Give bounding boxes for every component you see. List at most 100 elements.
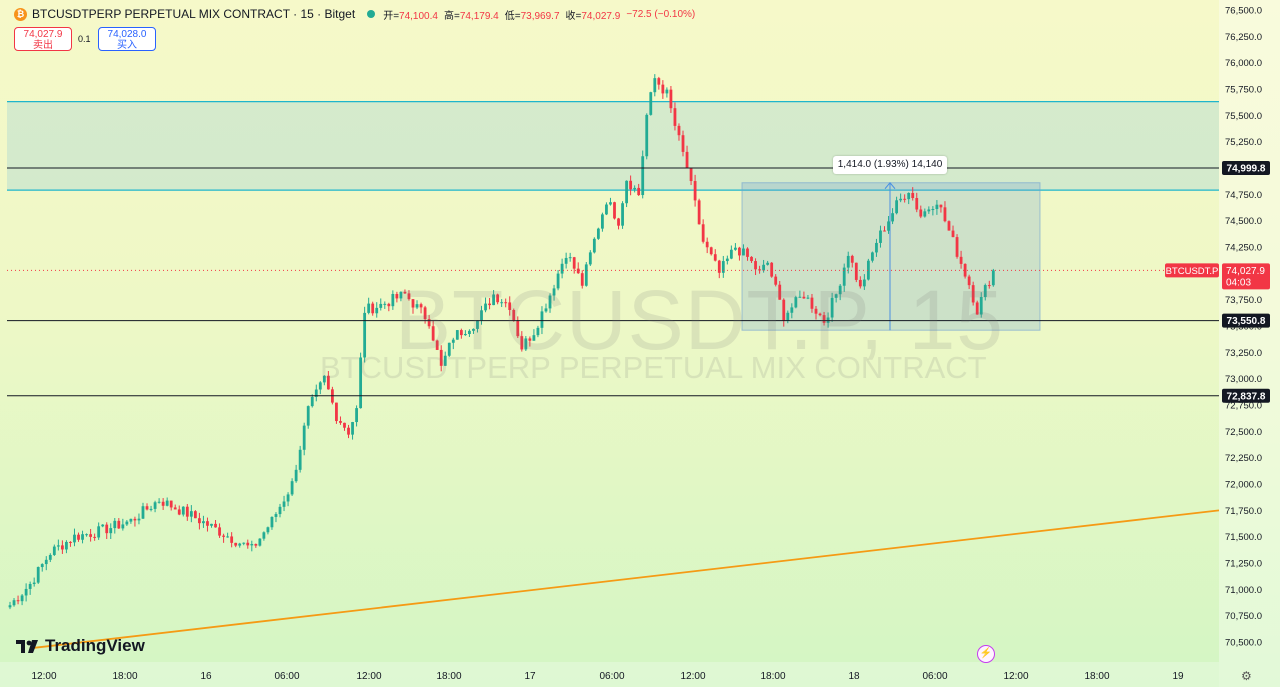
candle-body: [185, 506, 189, 517]
tradingview-logo[interactable]: TradingView: [16, 636, 145, 656]
last-price-tag: [1222, 263, 1270, 290]
price-tick-label: 71,250.0: [1225, 559, 1262, 570]
candle: [504, 298, 508, 308]
candle-body: [157, 501, 161, 503]
candle-body: [879, 230, 882, 243]
candle: [862, 274, 866, 290]
candle: [73, 528, 76, 547]
candle: [685, 145, 689, 169]
candle-body: [717, 260, 721, 273]
sell-button[interactable]: 74,027.9 卖出: [14, 27, 72, 51]
candle-body: [854, 262, 858, 280]
candle: [169, 500, 173, 511]
candle: [246, 539, 250, 549]
candle-body: [645, 114, 649, 157]
candle-body: [810, 297, 814, 309]
candle-body: [979, 297, 983, 315]
candle: [576, 262, 580, 274]
level-price-label: 74,999.8: [1227, 164, 1266, 175]
candle-body: [254, 544, 258, 546]
time-tick-label: 18:00: [436, 671, 461, 682]
candle-body: [258, 538, 262, 546]
candle: [129, 518, 133, 524]
candle: [770, 262, 774, 278]
candle: [750, 256, 753, 263]
candle-body: [371, 303, 375, 314]
candle-body: [818, 313, 822, 316]
candle: [621, 201, 624, 229]
candle: [44, 556, 48, 571]
candle: [649, 91, 653, 116]
candle-body: [351, 422, 354, 435]
candle-body: [149, 508, 153, 510]
candle-body: [625, 180, 628, 204]
candle-body: [20, 595, 24, 602]
candle: [580, 270, 584, 289]
candle: [822, 311, 826, 326]
candle-body: [963, 263, 967, 277]
candle: [468, 329, 471, 337]
candle: [814, 306, 818, 320]
candle: [588, 250, 592, 266]
candle-body: [641, 156, 645, 196]
candle-body: [725, 258, 729, 262]
candle-body: [770, 262, 774, 277]
candle-body: [540, 311, 544, 328]
candle: [85, 533, 88, 537]
candle-body: [975, 302, 979, 315]
candle-body: [282, 501, 286, 507]
candle: [838, 283, 842, 301]
time-tick-label: 18:00: [760, 671, 785, 682]
lightning-icon[interactable]: ⚡: [977, 645, 995, 663]
candle-body: [234, 542, 238, 546]
candle-body: [794, 297, 798, 308]
candle-body: [218, 527, 221, 536]
watermark-name: BTCUSDTPERP PERPETUAL MIX CONTRACT: [320, 350, 987, 385]
candle-body: [214, 523, 217, 528]
time-axis: [0, 662, 1219, 687]
candle-body: [73, 534, 76, 543]
candle: [947, 220, 951, 231]
candle-body: [669, 89, 673, 109]
symbol-tag-label: BTCUSDT.P: [1166, 266, 1219, 277]
candle-body: [427, 319, 431, 327]
candle-body: [399, 291, 403, 299]
candle: [56, 539, 60, 551]
price-tick-label: 74,500.0: [1225, 216, 1262, 227]
candle: [238, 542, 242, 548]
candle: [451, 337, 455, 350]
candle-body: [846, 255, 850, 268]
candle: [165, 497, 169, 507]
candle: [790, 303, 794, 319]
candle-body: [343, 422, 346, 428]
candle: [883, 226, 886, 232]
price-tick-label: 71,500.0: [1225, 532, 1262, 543]
candle-body: [681, 135, 685, 152]
candle-body: [858, 279, 862, 287]
bitcoin-icon: ₿: [14, 7, 27, 21]
candle: [52, 544, 56, 556]
candle-body: [105, 524, 109, 534]
level-price-tag: [1222, 388, 1270, 403]
candle: [230, 532, 234, 548]
candle: [496, 293, 500, 305]
candle-body: [451, 339, 455, 343]
candle-body: [584, 264, 588, 286]
candle: [625, 180, 628, 208]
buy-button[interactable]: 74,028.0 买入: [98, 27, 156, 51]
candle-body: [762, 264, 766, 271]
high-value: 74,179.4: [459, 10, 499, 22]
candle: [915, 192, 919, 213]
candle: [383, 301, 387, 309]
candle: [435, 339, 439, 351]
candle-body: [895, 200, 898, 214]
candle: [137, 513, 141, 525]
candle: [673, 102, 677, 131]
gear-icon[interactable]: ⚙: [1241, 669, 1252, 683]
logo-text: TradingView: [45, 636, 145, 655]
candle: [121, 518, 125, 531]
candle-body: [887, 221, 890, 231]
symbol-title[interactable]: BTCUSDTPERP PERPETUAL MIX CONTRACT · 15 …: [32, 7, 356, 21]
candle-body: [270, 516, 274, 528]
